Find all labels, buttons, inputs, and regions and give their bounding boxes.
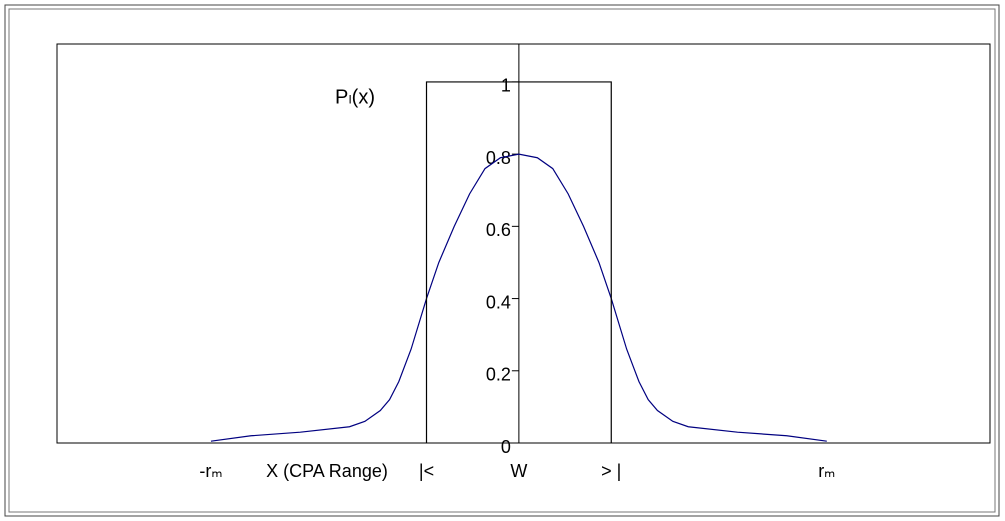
x-axis-label: X (CPA Range) [266,461,388,481]
x-tick-label: -rₘ [199,461,222,481]
x-tick-label: > | [601,461,621,481]
y-tick-label: 0.6 [486,220,511,240]
y-tick-label: 0.4 [486,292,511,312]
x-tick-label: |< [419,461,434,481]
x-tick-label: W [510,461,527,481]
outer-frame [4,4,1000,517]
plot-area [56,43,991,444]
y-tick-label: 1 [501,76,511,96]
y-tick-label: 0.2 [486,365,511,385]
series-line [425,81,612,443]
x-tick-label: rₘ [818,461,835,481]
inner-frame [8,8,996,513]
y-tick-label: 0 [501,437,511,457]
series-line [210,153,827,442]
annotation: Pₗ(x) [335,86,375,108]
